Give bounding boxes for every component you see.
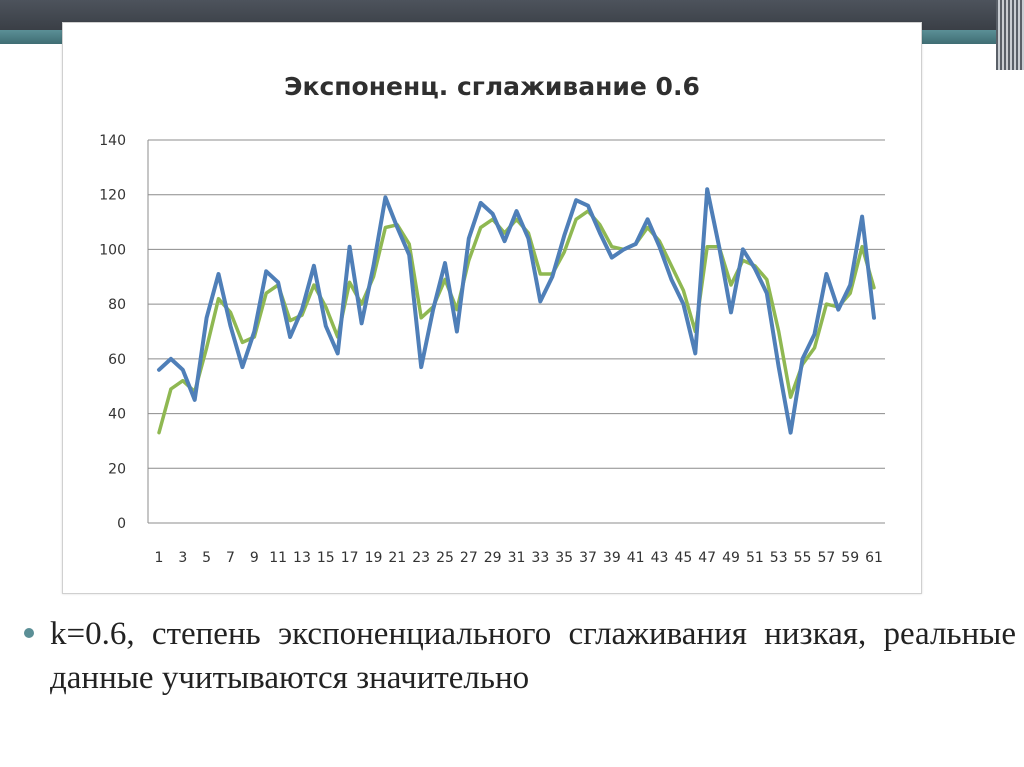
x-tick-label: 45 [674, 550, 692, 566]
x-tick-label: 15 [317, 550, 335, 566]
x-tick-label: 23 [412, 550, 430, 566]
x-tick-label: 7 [226, 550, 235, 566]
x-tick-label: 29 [484, 550, 502, 566]
x-tick-label: 1 [154, 550, 163, 566]
x-tick-label: 35 [555, 550, 573, 566]
x-tick-label: 49 [722, 550, 740, 566]
x-tick-label: 33 [531, 550, 549, 566]
y-tick-label: 80 [108, 297, 126, 313]
x-tick-label: 39 [603, 550, 621, 566]
x-tick-label: 55 [794, 550, 812, 566]
x-tick-label: 59 [841, 550, 859, 566]
x-tick-label: 61 [865, 550, 883, 566]
x-tick-label: 19 [365, 550, 383, 566]
y-tick-label: 140 [99, 133, 126, 149]
y-tick-label: 120 [99, 188, 126, 204]
y-tick-label: 20 [108, 461, 126, 477]
chart-title: Экспоненц. сглаживание 0.6 [284, 72, 700, 101]
x-tick-label: 21 [388, 550, 406, 566]
chart-frame: Экспоненц. сглаживание 0.6 0 20 40 60 80 100 1… [62, 22, 922, 594]
x-tick-label: 5 [202, 550, 211, 566]
x-tick-label: 27 [460, 550, 478, 566]
y-tick-label: 0 [117, 516, 126, 532]
y-tick-label: 100 [99, 242, 126, 258]
series-smoothed-line [157, 209, 876, 435]
y-tick-label: 60 [108, 352, 126, 368]
x-tick-label: 37 [579, 550, 597, 566]
bullet-icon [24, 628, 34, 638]
x-tick-label: 3 [178, 550, 187, 566]
x-tick-label: 25 [436, 550, 454, 566]
x-tick-label: 53 [770, 550, 788, 566]
x-tick-label: 13 [293, 550, 311, 566]
x-tick-label: 47 [698, 550, 716, 566]
y-tick-label: 40 [108, 407, 126, 423]
slide-edge-decoration [996, 0, 1024, 70]
bullet-text: k=0.6, степень экспоненциального сглажив… [50, 616, 1016, 696]
series-actual-line [157, 187, 876, 435]
x-tick-label: 43 [651, 550, 669, 566]
x-tick-label: 41 [627, 550, 645, 566]
x-tick-label: 31 [508, 550, 526, 566]
line-chart: Экспоненц. сглаживание 0.6 0 20 40 60 80 100 1… [99, 72, 885, 566]
x-tick-label: 11 [269, 550, 287, 566]
x-tick-label: 51 [746, 550, 764, 566]
x-tick-label: 9 [250, 550, 259, 566]
x-tick-label: 17 [341, 550, 359, 566]
x-tick-label: 57 [817, 550, 835, 566]
